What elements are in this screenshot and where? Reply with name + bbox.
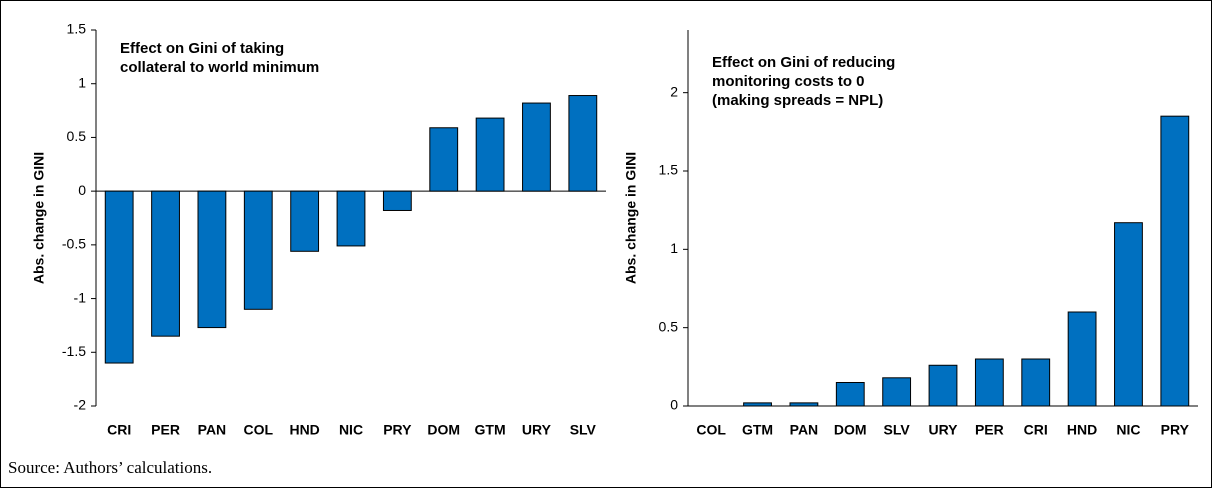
y-tick-label: -1 [74, 289, 87, 305]
bar [243, 190, 273, 310]
chart-title: collateral to world minimum [120, 59, 319, 76]
x-tick-label: URY [522, 422, 552, 438]
bar [382, 190, 412, 211]
y-tick-label: 1 [78, 74, 86, 90]
x-tick-label: CRI [107, 422, 131, 438]
x-tick-label: HND [1067, 422, 1097, 438]
bar [197, 190, 227, 329]
x-tick-label: DOM [834, 422, 867, 438]
y-axis-label: Abs. change in GINI [623, 152, 639, 284]
y-tick-label: 0.5 [67, 128, 87, 144]
x-tick-label: GTM [475, 422, 506, 438]
x-tick-label: PRY [383, 422, 412, 438]
x-tick-label: DOM [427, 422, 460, 438]
x-tick-label: GTM [742, 422, 773, 438]
x-tick-label: PAN [198, 422, 227, 438]
x-tick-label: NIC [1116, 422, 1140, 438]
x-tick-label: COL [243, 422, 273, 438]
bar [835, 382, 865, 407]
x-tick-label: CRI [1024, 422, 1048, 438]
y-tick-label: 1.5 [67, 21, 87, 37]
bar [568, 95, 598, 192]
chart-title: Effect on Gini of taking [120, 40, 284, 57]
x-tick-label: SLV [884, 422, 911, 438]
y-tick-label: -2 [74, 397, 87, 413]
bar [336, 190, 366, 247]
x-tick-label: NIC [339, 422, 363, 438]
bar [475, 117, 505, 192]
bar [1067, 311, 1097, 407]
y-axis-label: Abs. change in GINI [31, 152, 47, 284]
y-tick-label: 0.5 [659, 318, 679, 334]
x-tick-label: PRY [1161, 422, 1190, 438]
chart-title: Effect on Gini of reducing [712, 54, 895, 71]
x-tick-label: URY [928, 422, 958, 438]
bar [1114, 222, 1143, 407]
chart-title: (making spreads = NPL) [712, 92, 883, 109]
y-tick-label: -1.5 [62, 343, 86, 359]
bar [974, 358, 1004, 407]
x-tick-label: COL [696, 422, 726, 438]
bar [290, 190, 320, 252]
bar [1160, 115, 1190, 407]
x-tick-label: PER [975, 422, 1004, 438]
bar [429, 127, 459, 192]
y-tick-label: 2 [670, 83, 678, 99]
bar [522, 102, 551, 192]
source-note: Source: Authors’ calculations. [8, 458, 212, 477]
x-tick-label: SLV [570, 422, 597, 438]
chart-title: monitoring costs to 0 [712, 73, 865, 90]
y-tick-label: 0 [670, 397, 678, 413]
x-tick-label: PER [151, 422, 180, 438]
bar [743, 402, 772, 407]
y-tick-label: -0.5 [62, 236, 86, 252]
y-tick-label: 0 [78, 182, 86, 198]
x-tick-label: HND [289, 422, 319, 438]
bar [882, 377, 912, 407]
x-tick-label: PAN [790, 422, 819, 438]
bar [789, 402, 819, 407]
bar [104, 190, 134, 364]
bar [928, 364, 958, 407]
y-tick-label: 1.5 [659, 162, 679, 178]
bar [1021, 358, 1051, 407]
bar [151, 190, 180, 337]
y-tick-label: 1 [670, 240, 678, 256]
